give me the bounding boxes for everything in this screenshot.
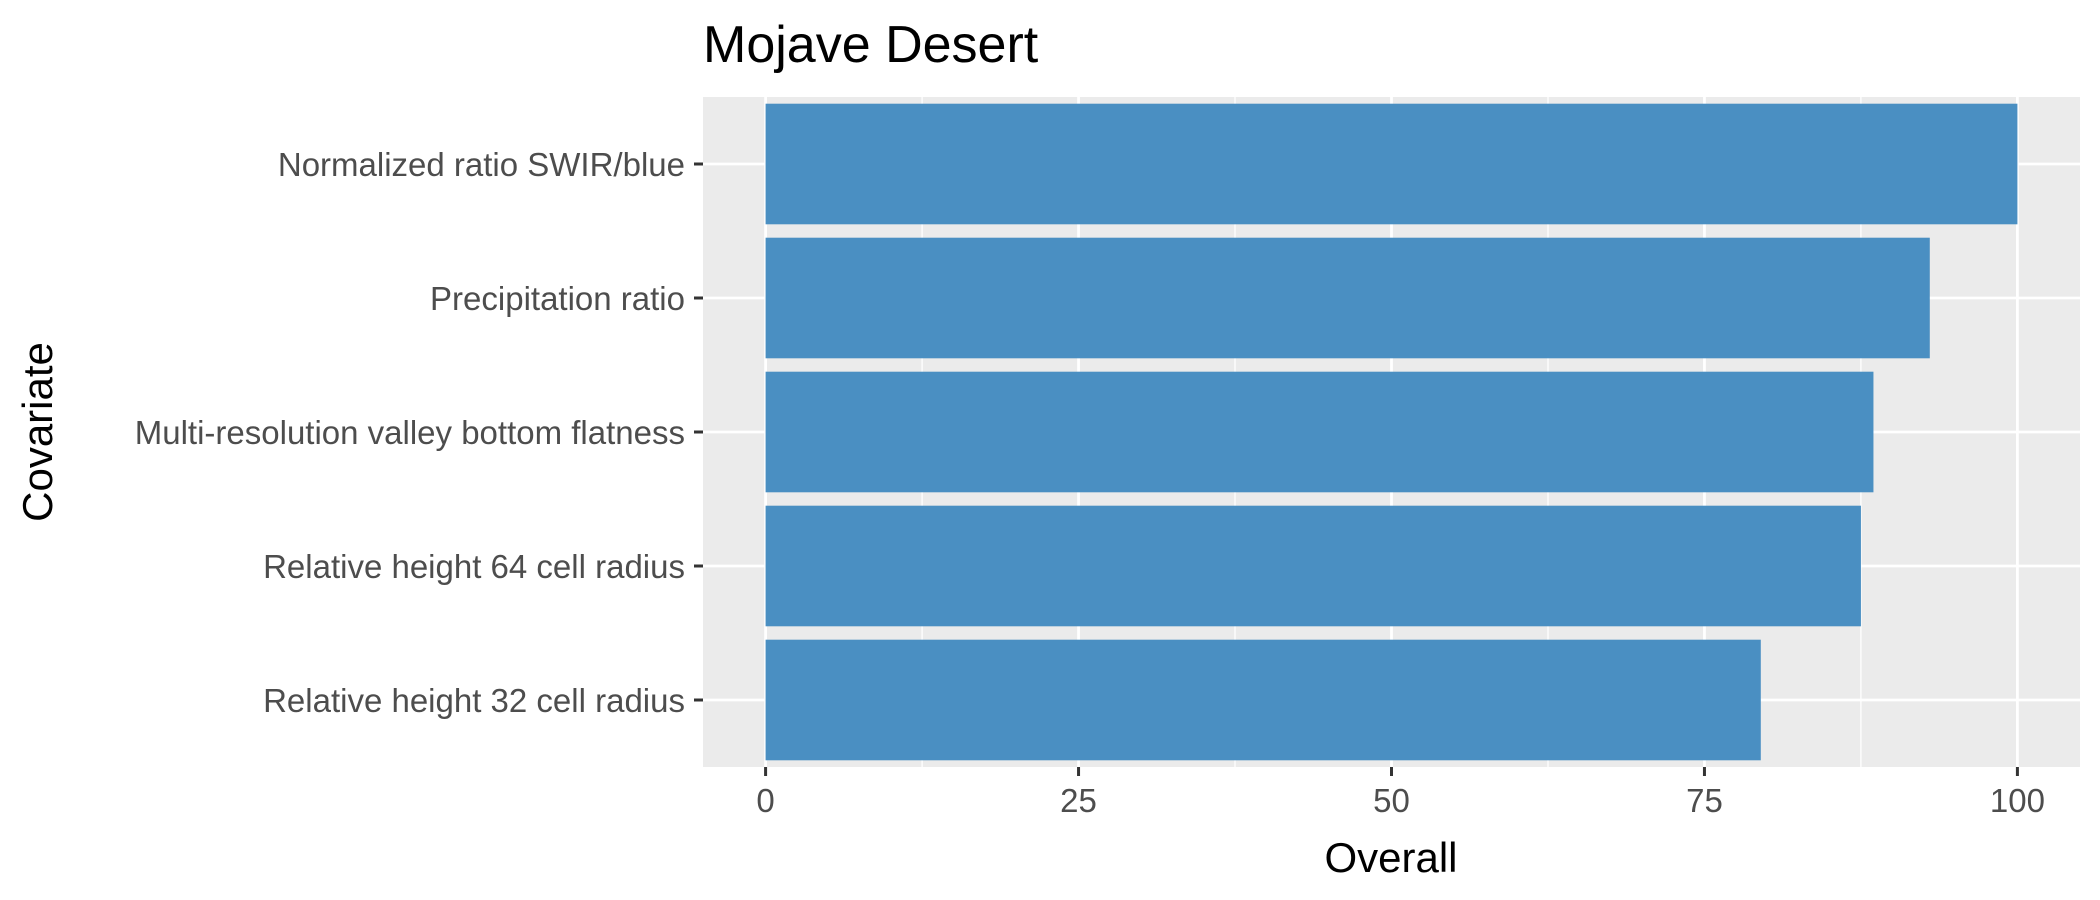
x-axis-title: Overall xyxy=(1324,834,1457,881)
y-axis-title: Covariate xyxy=(14,342,61,522)
x-axis: 0 25 50 75 100 xyxy=(756,767,2045,819)
x-tick-label: 50 xyxy=(1373,782,1410,819)
y-tick-label: Multi-resolution valley bottom flatness xyxy=(135,414,685,451)
x-tick-label: 100 xyxy=(1990,782,2045,819)
y-tick-label: Relative height 32 cell radius xyxy=(263,682,685,719)
y-tick-label: Relative height 64 cell radius xyxy=(263,548,685,585)
y-tick-label: Normalized ratio SWIR/blue xyxy=(278,146,685,183)
x-tick-label: 25 xyxy=(1060,782,1097,819)
bars xyxy=(765,103,2018,761)
y-tick-label: Precipitation ratio xyxy=(430,280,685,317)
chart-title: Mojave Desert xyxy=(703,16,1039,74)
y-axis: Normalized ratio SWIR/blue Precipitation … xyxy=(135,146,703,719)
bar xyxy=(765,103,2018,225)
bar xyxy=(765,639,1761,761)
x-tick-label: 75 xyxy=(1686,782,1723,819)
bar xyxy=(765,505,1861,627)
bar xyxy=(765,237,1930,359)
bar xyxy=(765,371,1874,493)
x-tick-label: 0 xyxy=(756,782,774,819)
